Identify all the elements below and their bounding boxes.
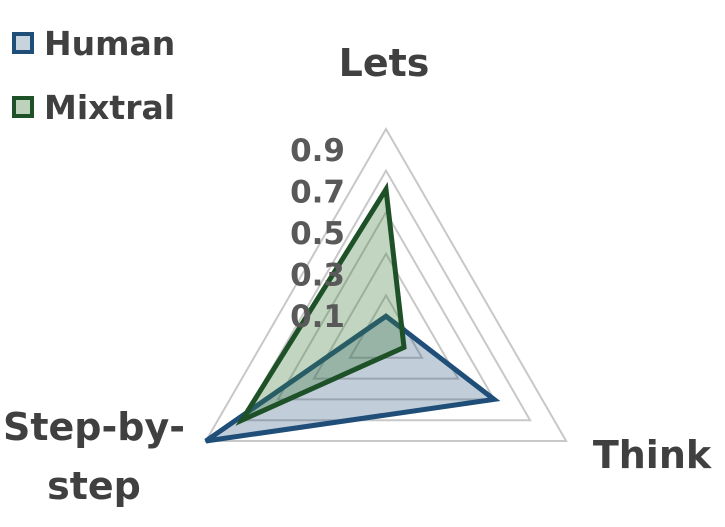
legend-label-mixtral: Mixtral [44,87,176,127]
axis-label-1: Lets [339,41,430,85]
legend-label-human: Human [44,23,176,63]
legend-item-human: Human [12,24,175,63]
radar-ticks: 0.1 0.3 0.5 0.7 0.9 [290,133,345,335]
grid-ring-2 [312,251,460,380]
grid-ring-4 [240,168,532,422]
legend-swatch-mixtral [12,96,34,118]
tick-label: 0.5 [290,216,345,252]
grid-ring-5 [204,127,568,442]
grid-ring-3 [276,210,496,401]
radar-series [204,181,501,444]
tick-label: 0.9 [290,133,345,169]
legend-item-mixtral: Mixtral [12,88,175,127]
legend-swatch-human [12,32,34,54]
legend: Human Mixtral [12,24,175,156]
radar-grid [204,127,568,442]
axis-label-2: Think [593,433,712,477]
series-mixtral-polygon [235,181,407,426]
tick-label: 0.1 [290,299,345,335]
radar-axis-labels: Lets Think Step-by-step [3,41,712,508]
axis-label-3: Step-by-step [3,405,185,508]
series-human-polygon [204,313,501,444]
tick-label: 0.7 [290,174,345,210]
tick-label: 0.3 [290,258,345,294]
